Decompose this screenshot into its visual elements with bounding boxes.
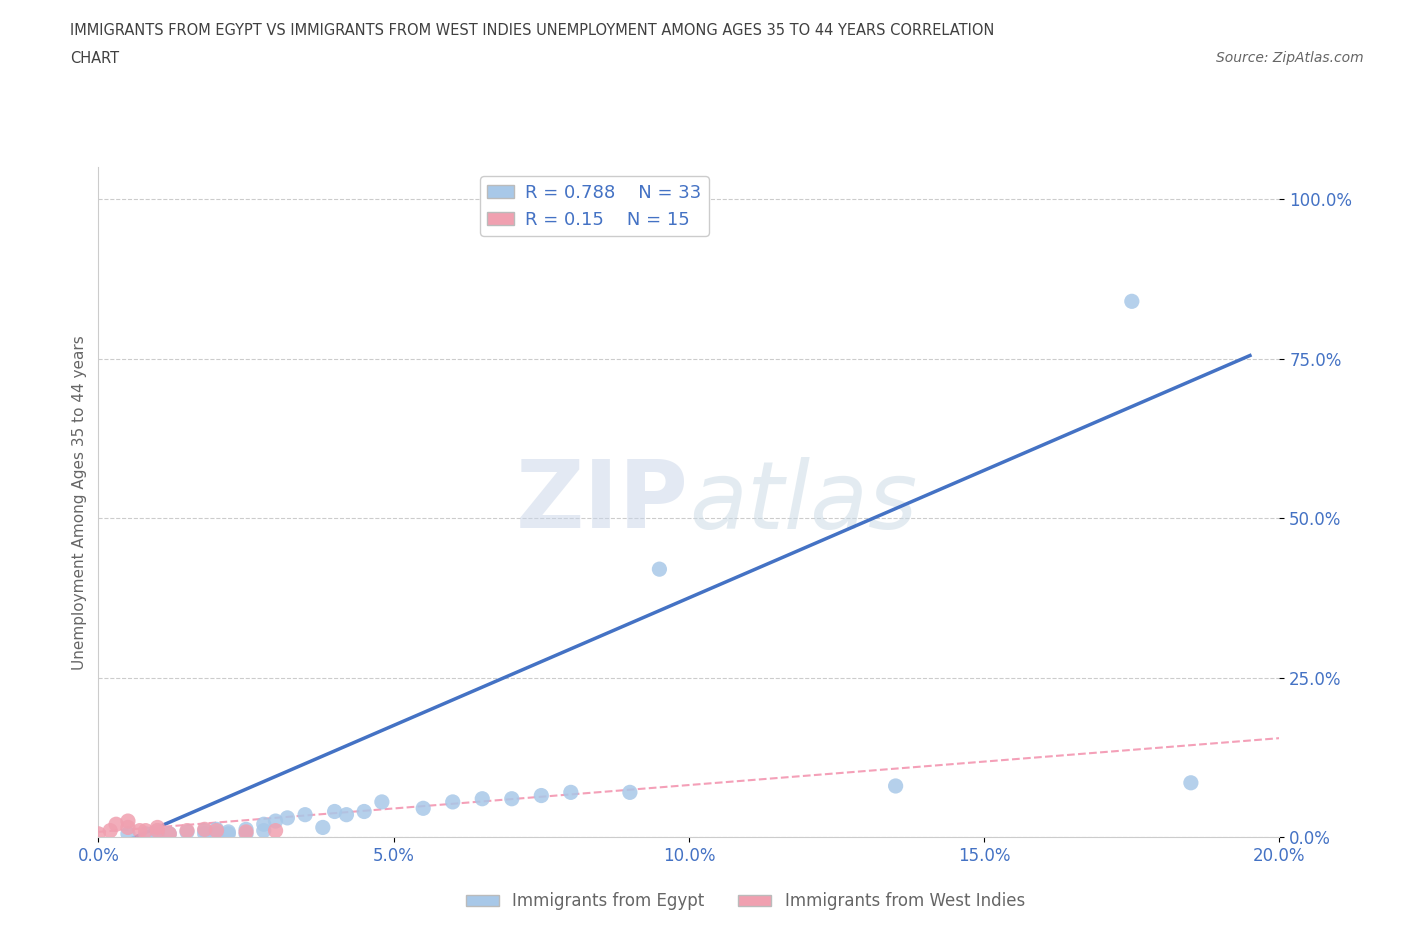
Point — [253, 823, 276, 838]
Point — [264, 814, 287, 829]
Point — [353, 804, 375, 819]
Point — [235, 827, 257, 842]
Point — [323, 804, 346, 819]
Legend: Immigrants from Egypt, Immigrants from West Indies: Immigrants from Egypt, Immigrants from W… — [458, 885, 1032, 917]
Point — [530, 788, 553, 803]
Text: CHART: CHART — [70, 51, 120, 66]
Point — [471, 791, 494, 806]
Point — [648, 562, 671, 577]
Point — [135, 823, 157, 838]
Point — [312, 820, 335, 835]
Point — [294, 807, 316, 822]
Point — [264, 823, 287, 838]
Point — [205, 823, 228, 838]
Point — [157, 827, 180, 842]
Point — [87, 827, 110, 842]
Point — [146, 827, 169, 842]
Point — [884, 778, 907, 793]
Point — [412, 801, 434, 816]
Point — [205, 822, 228, 837]
Point — [176, 825, 198, 840]
Point — [1180, 776, 1202, 790]
Point — [117, 820, 139, 835]
Point — [194, 823, 217, 838]
Y-axis label: Unemployment Among Ages 35 to 44 years: Unemployment Among Ages 35 to 44 years — [72, 335, 87, 670]
Point — [276, 810, 298, 825]
Point — [105, 817, 128, 831]
Point — [235, 825, 257, 840]
Point — [157, 827, 180, 842]
Point — [117, 814, 139, 829]
Point — [194, 822, 217, 837]
Text: Source: ZipAtlas.com: Source: ZipAtlas.com — [1216, 51, 1364, 65]
Point — [98, 823, 121, 838]
Text: ZIP: ZIP — [516, 457, 689, 548]
Point — [146, 823, 169, 838]
Point — [1121, 294, 1143, 309]
Point — [441, 794, 464, 809]
Text: IMMIGRANTS FROM EGYPT VS IMMIGRANTS FROM WEST INDIES UNEMPLOYMENT AMONG AGES 35 : IMMIGRANTS FROM EGYPT VS IMMIGRANTS FROM… — [70, 23, 994, 38]
Point — [128, 823, 150, 838]
Point — [560, 785, 582, 800]
Point — [135, 827, 157, 842]
Point — [176, 823, 198, 838]
Point — [217, 827, 239, 842]
Point — [194, 827, 217, 842]
Point — [205, 827, 228, 842]
Point — [146, 823, 169, 838]
Point — [146, 820, 169, 835]
Text: atlas: atlas — [689, 457, 917, 548]
Legend: R = 0.788    N = 33, R = 0.15    N = 15: R = 0.788 N = 33, R = 0.15 N = 15 — [481, 177, 709, 236]
Point — [235, 822, 257, 837]
Point — [253, 817, 276, 831]
Point — [335, 807, 357, 822]
Point — [619, 785, 641, 800]
Point — [371, 794, 394, 809]
Point — [117, 827, 139, 842]
Point — [217, 825, 239, 840]
Point — [501, 791, 523, 806]
